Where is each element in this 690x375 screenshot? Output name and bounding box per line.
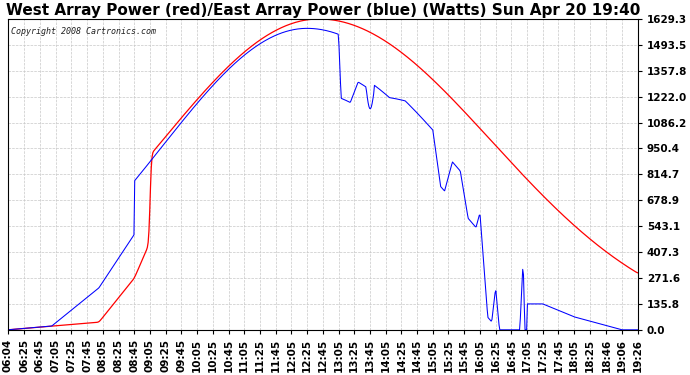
Text: Copyright 2008 Cartronics.com: Copyright 2008 Cartronics.com [11, 27, 156, 36]
Title: West Array Power (red)/East Array Power (blue) (Watts) Sun Apr 20 19:40: West Array Power (red)/East Array Power … [6, 3, 640, 18]
